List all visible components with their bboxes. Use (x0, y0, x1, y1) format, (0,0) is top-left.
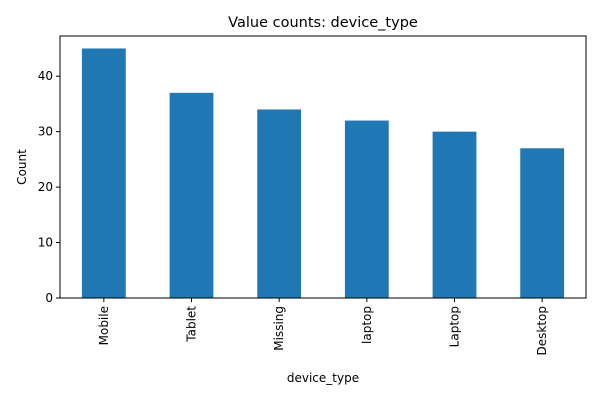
y-tick-label-4: 40 (38, 69, 53, 83)
bar-missing-2 (257, 109, 302, 298)
x-tick-label-desktop-5: Desktop (535, 306, 549, 356)
y-tick-label-1: 10 (38, 236, 53, 250)
bar-laptop-4 (432, 131, 477, 298)
x-tick-label-tablet-1: Tablet (185, 306, 199, 343)
plot-frame (59, 35, 587, 299)
bar-mobile-0 (81, 48, 126, 298)
bar-desktop-5 (520, 148, 565, 298)
x-tick-label-missing-2: Missing (272, 306, 286, 351)
x-tick-label-laptop-3: laptop (360, 306, 374, 344)
y-tick-label-2: 20 (38, 180, 53, 194)
x-tick-label-mobile-0: Mobile (97, 306, 111, 345)
x-axis: Mobile Tablet Missing laptop Laptop Desktop (97, 298, 549, 356)
x-axis-title: device_type (287, 371, 359, 385)
x-tick-label-laptop-4: Laptop (448, 306, 462, 347)
y-axis: 0 10 20 30 40 (38, 69, 60, 305)
bars-group (81, 48, 565, 299)
bar-tablet-1 (169, 92, 214, 299)
y-axis-title: Count (15, 149, 29, 185)
y-tick-label-0: 0 (45, 291, 53, 305)
chart-title: Value counts: device_type (228, 15, 418, 31)
y-tick-label-3: 30 (38, 125, 53, 139)
bar-laptop-3 (344, 120, 389, 298)
